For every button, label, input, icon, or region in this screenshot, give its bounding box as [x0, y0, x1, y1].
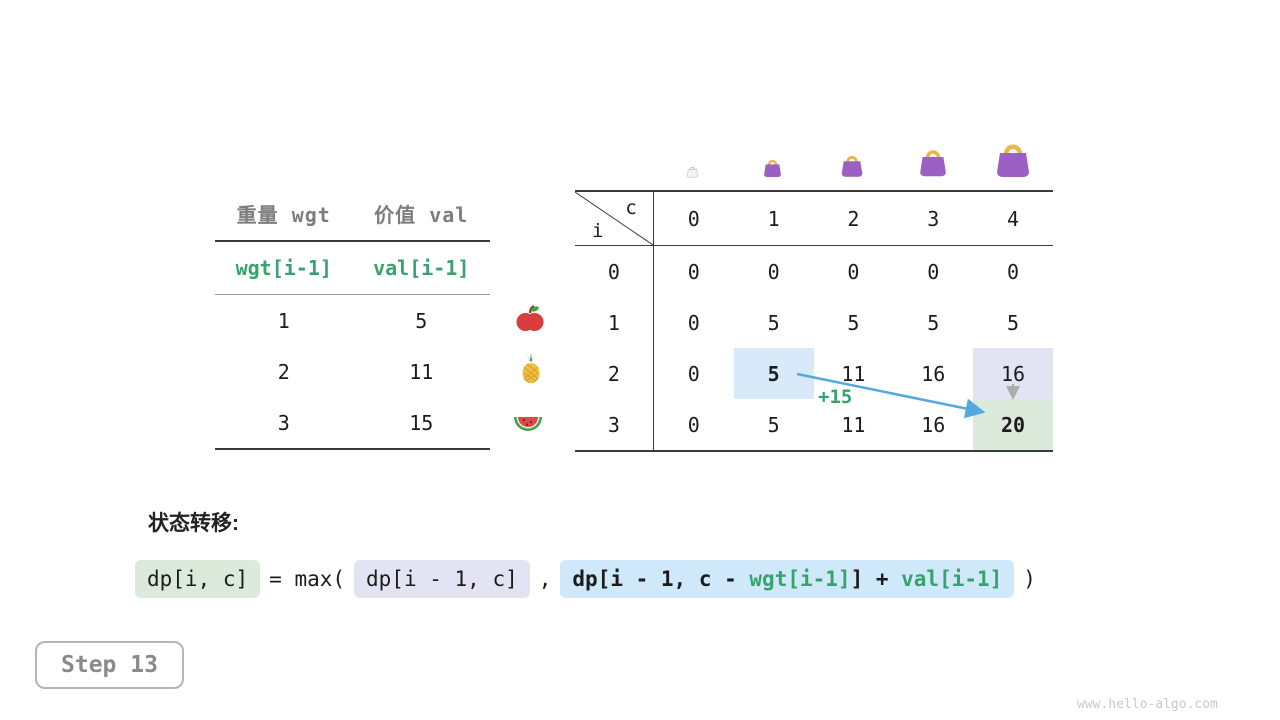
item-2-value: 11 — [409, 359, 434, 384]
item-table: 重量 wgt 价值 val wgt[i-1] val[i-1] 1 5 2 11… — [215, 186, 490, 450]
dp-cell-3-2: 11 — [841, 412, 866, 437]
item-2-weight: 2 — [277, 359, 290, 384]
formula-term2: dp[i - 1, c - wgt[i-1]] + val[i-1] — [560, 560, 1015, 598]
formula-term1: dp[i - 1, c] — [354, 560, 530, 598]
item-row-3: 3 15 — [215, 397, 490, 450]
dp-row-0: 0 0 0 0 0 0 — [575, 246, 1053, 297]
plus-value-annotation: +15 — [818, 386, 853, 408]
dp-cell-1-0: 0 — [687, 310, 700, 335]
bag-icon — [917, 144, 949, 182]
formula-term2-prefix: dp[i - 1, c - — [572, 567, 750, 591]
dp-table: c i 0 1 2 3 4 0 0 0 0 0 0 1 0 5 5 5 5 2 … — [575, 190, 1053, 452]
item-3-value: 15 — [409, 410, 434, 435]
item-row-2: 2 11 — [215, 346, 490, 397]
formula-term2-val: val[i-1] — [901, 567, 1003, 591]
dp-row-1: 1 0 5 5 5 5 — [575, 297, 1053, 348]
formula-lhs: dp[i, c] — [135, 560, 261, 598]
dp-cell-2-4-prev: 16 — [973, 348, 1053, 399]
dp-cell-1-4: 5 — [1007, 310, 1020, 335]
transition-formula: dp[i, c] = max( dp[i - 1, c] , dp[i - 1,… — [135, 560, 1036, 598]
dp-cell-2-3: 16 — [921, 361, 946, 386]
formula-term2-middle: ] + — [850, 567, 902, 591]
watermark: www.hello-algo.com — [1077, 697, 1218, 712]
dp-cell-3-0: 0 — [687, 412, 700, 437]
var-val: val[i-1] — [373, 256, 470, 280]
watermelon-icon — [512, 406, 544, 438]
dp-cell-3-4-target: 20 — [973, 399, 1053, 450]
pineapple-icon — [515, 352, 547, 384]
dp-cell-0-1: 0 — [767, 259, 780, 284]
dp-row-header: 0 — [575, 246, 654, 297]
var-wgt: wgt[i-1] — [235, 256, 332, 280]
transition-label: 状态转移: — [148, 512, 239, 535]
dp-col-header: 3 — [927, 206, 940, 231]
item-table-header-row: 重量 wgt 价值 val — [215, 186, 490, 242]
header-weight: 重量 wgt — [236, 202, 331, 227]
item-row-1: 1 5 — [215, 295, 490, 346]
dp-row-3: 3 0 5 11 16 20 — [575, 399, 1053, 450]
dp-col-header: 2 — [847, 206, 860, 231]
step-badge: Step 13 — [35, 641, 184, 689]
dp-cell-0-2: 0 — [847, 259, 860, 284]
dp-cell-1-2: 5 — [847, 310, 860, 335]
header-value: 价值 val — [374, 202, 469, 227]
item-1-value: 5 — [415, 308, 428, 333]
formula-equals-max: = max( — [269, 567, 346, 591]
dp-cell-0-0: 0 — [687, 259, 700, 284]
dp-cell-2-0: 0 — [687, 361, 700, 386]
dp-row-header: 3 — [575, 399, 654, 450]
dp-col-header: 4 — [1007, 206, 1020, 231]
dp-cell-2-1-source: 5 — [733, 348, 814, 399]
dp-row-header: 2 — [575, 348, 654, 399]
formula-comma: , — [538, 567, 552, 591]
dp-row-header: 1 — [575, 297, 654, 348]
apple-icon — [514, 303, 546, 335]
dp-cell-1-3: 5 — [927, 310, 940, 335]
dp-col-header: 1 — [767, 206, 780, 231]
bag-icon — [993, 137, 1033, 183]
dp-cell-3-3: 16 — [921, 412, 946, 437]
corner-row-var: i — [592, 220, 604, 242]
dp-corner-cell: c i — [575, 192, 654, 245]
bag-icon — [762, 156, 783, 182]
dp-col-header: 0 — [687, 206, 700, 231]
item-1-weight: 1 — [277, 308, 290, 333]
formula-term2-wgt: wgt[i-1] — [749, 567, 851, 591]
dp-header-row: c i 0 1 2 3 4 — [575, 192, 1053, 246]
corner-col-var: c — [625, 197, 637, 219]
item-table-var-row: wgt[i-1] val[i-1] — [215, 242, 490, 295]
tiny-bag-icon — [686, 163, 699, 182]
item-3-weight: 3 — [277, 410, 290, 435]
dp-cell-3-1: 5 — [767, 412, 780, 437]
formula-close-paren: ) — [1023, 567, 1036, 591]
dp-row-2: 2 0 5 11 16 16 — [575, 348, 1053, 399]
dp-cell-0-4: 0 — [1007, 259, 1020, 284]
dp-cell-0-3: 0 — [927, 259, 940, 284]
bag-icon — [839, 151, 865, 182]
dp-cell-1-1: 5 — [767, 310, 780, 335]
